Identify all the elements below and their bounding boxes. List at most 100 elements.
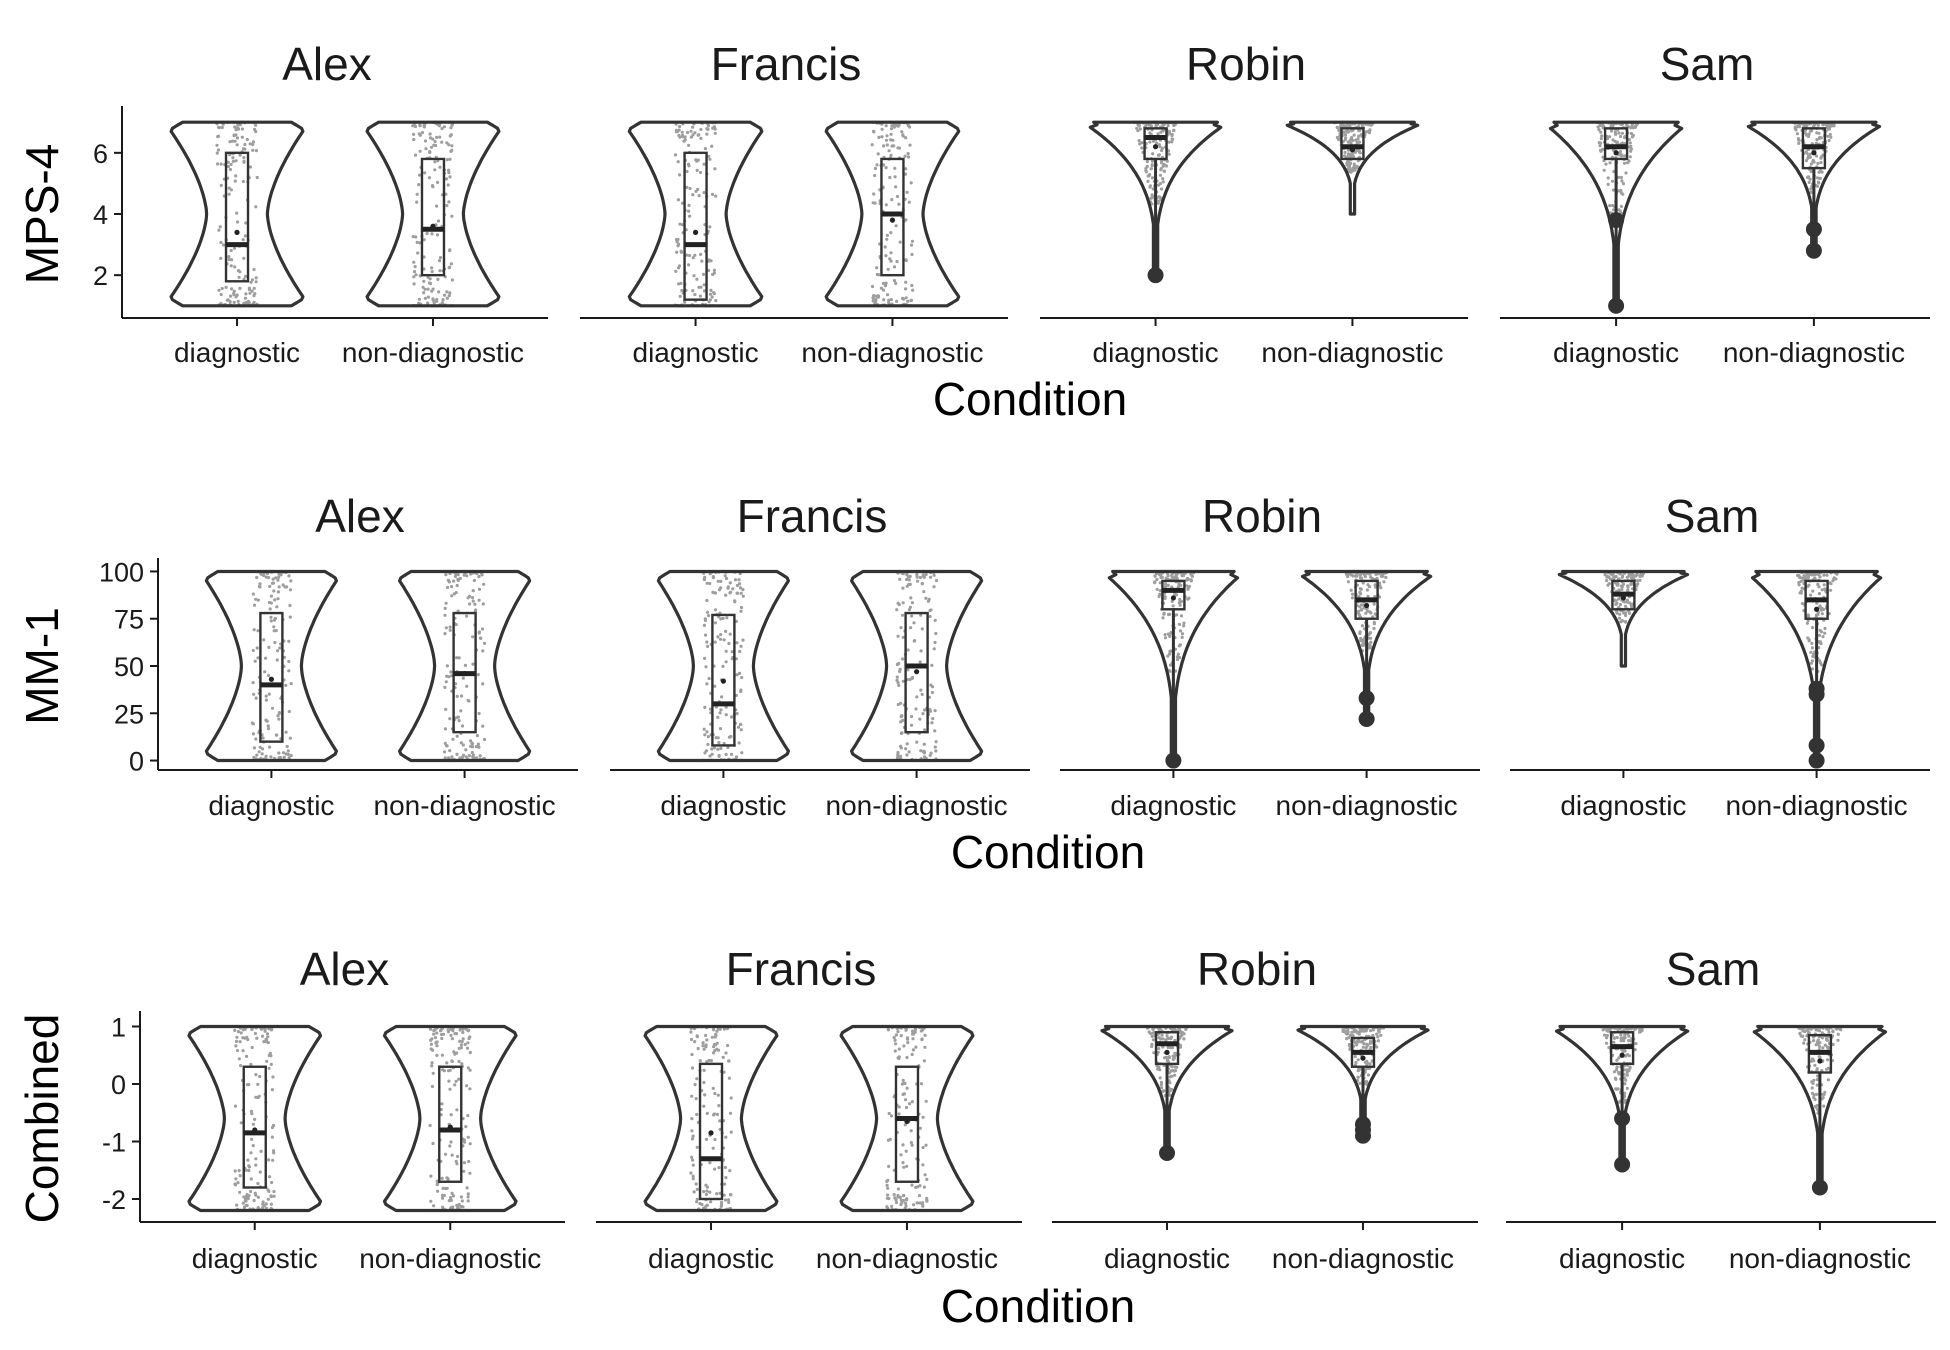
jitter-point bbox=[466, 1195, 470, 1199]
jitter-point bbox=[413, 153, 418, 157]
jitter-point bbox=[1369, 575, 1373, 579]
jitter-point bbox=[1364, 1081, 1368, 1085]
jitter-point bbox=[241, 1049, 245, 1053]
jitter-point bbox=[244, 221, 248, 225]
jitter-point bbox=[259, 1149, 263, 1153]
mean-point bbox=[1620, 595, 1626, 601]
jitter-point bbox=[1158, 173, 1163, 177]
jitter-point bbox=[1158, 581, 1162, 585]
jitter-point bbox=[246, 1197, 250, 1201]
jitter-point bbox=[1836, 1038, 1840, 1042]
jitter-point bbox=[900, 1082, 905, 1086]
jitter-point bbox=[890, 198, 894, 202]
box bbox=[420, 157, 446, 277]
jitter-point bbox=[450, 1153, 454, 1157]
jitter-point bbox=[689, 1030, 693, 1034]
jitter-point bbox=[473, 602, 477, 606]
jitter-point bbox=[905, 742, 909, 746]
jitter-point bbox=[234, 1044, 238, 1048]
jitter-point bbox=[876, 295, 881, 299]
jitter-point bbox=[1809, 661, 1813, 665]
jitter-point bbox=[440, 1176, 444, 1180]
jitter-point bbox=[909, 1129, 913, 1133]
jitter-point bbox=[915, 695, 919, 699]
jitter-point bbox=[457, 1202, 461, 1207]
jitter-point bbox=[905, 753, 909, 757]
jitter-point bbox=[1610, 203, 1615, 208]
jitter-point bbox=[694, 1097, 698, 1101]
jitter-point bbox=[1614, 574, 1618, 579]
group-non-diagnostic bbox=[1300, 569, 1433, 727]
jitter-point bbox=[1796, 573, 1800, 578]
jitter-point bbox=[888, 1137, 892, 1141]
jitter-point bbox=[734, 755, 739, 759]
jitter-point bbox=[1829, 588, 1833, 592]
jitter-point bbox=[1820, 663, 1824, 667]
jitter-point bbox=[464, 748, 468, 752]
jitter-point bbox=[1353, 1054, 1357, 1059]
jitter-point bbox=[1371, 1028, 1376, 1032]
jitter-point bbox=[704, 1204, 708, 1208]
jitter-point bbox=[468, 739, 473, 743]
group-diagnostic bbox=[1554, 1024, 1690, 1173]
violin-outline bbox=[1300, 569, 1433, 721]
jitter-point bbox=[1361, 1028, 1365, 1032]
jitter-point bbox=[1608, 211, 1613, 215]
jitter-point bbox=[724, 593, 728, 597]
jitter-point bbox=[695, 1200, 699, 1204]
jitter-point bbox=[713, 1167, 717, 1171]
jitter-point bbox=[882, 298, 886, 302]
jitter-point bbox=[716, 579, 720, 583]
jitter-point bbox=[475, 756, 479, 760]
jitter-point bbox=[1628, 1065, 1632, 1069]
jitter-point bbox=[913, 1028, 918, 1032]
jitter-point bbox=[1352, 1027, 1356, 1032]
jitter-point bbox=[895, 608, 899, 612]
jitter-point bbox=[704, 1192, 709, 1197]
jitter-point bbox=[236, 126, 240, 130]
jitter-point bbox=[727, 641, 731, 646]
jitter-point bbox=[245, 1054, 249, 1058]
jitter-point bbox=[691, 1174, 695, 1178]
jitter-point bbox=[1808, 593, 1813, 597]
jitter-point bbox=[739, 644, 743, 648]
jitter-point bbox=[903, 1206, 907, 1210]
jitter-point bbox=[1358, 576, 1363, 580]
jitter-point bbox=[1623, 600, 1627, 604]
jitter-point bbox=[1182, 1032, 1186, 1036]
jitter-point bbox=[264, 694, 268, 698]
jitter-point bbox=[244, 1203, 248, 1207]
jitter-point bbox=[921, 1145, 925, 1150]
jitter-point bbox=[471, 662, 475, 666]
jitter-point bbox=[1355, 164, 1359, 169]
jitter-point bbox=[481, 649, 485, 653]
jitter-point bbox=[244, 274, 248, 278]
jitter-point bbox=[477, 630, 481, 634]
jitter-point bbox=[1176, 652, 1180, 656]
panel-title: Francis bbox=[737, 490, 888, 542]
jitter-point bbox=[1615, 1035, 1619, 1040]
jitter-point bbox=[455, 1108, 459, 1112]
jitter-point bbox=[238, 1190, 242, 1194]
jitter-point bbox=[906, 152, 910, 156]
jitter-point bbox=[713, 1137, 717, 1142]
panel-title: Francis bbox=[711, 38, 862, 90]
jitter-point bbox=[233, 1028, 237, 1032]
jitter-point bbox=[446, 585, 450, 590]
jitter-point bbox=[1146, 179, 1150, 183]
jitter-point bbox=[433, 1028, 437, 1032]
jitter-point bbox=[923, 728, 927, 732]
jitter-point bbox=[1825, 124, 1829, 128]
x-tick-label: diagnostic bbox=[1559, 1243, 1685, 1274]
jitter-point bbox=[444, 1186, 448, 1191]
jitter-point bbox=[687, 203, 691, 207]
jitter-point bbox=[719, 708, 723, 712]
violin-outline bbox=[1746, 120, 1882, 253]
jitter-point bbox=[708, 298, 712, 302]
jitter-point bbox=[697, 194, 701, 198]
jitter-point bbox=[1621, 192, 1625, 196]
jitter-point bbox=[896, 753, 900, 757]
panel-title: Alex bbox=[282, 38, 371, 90]
